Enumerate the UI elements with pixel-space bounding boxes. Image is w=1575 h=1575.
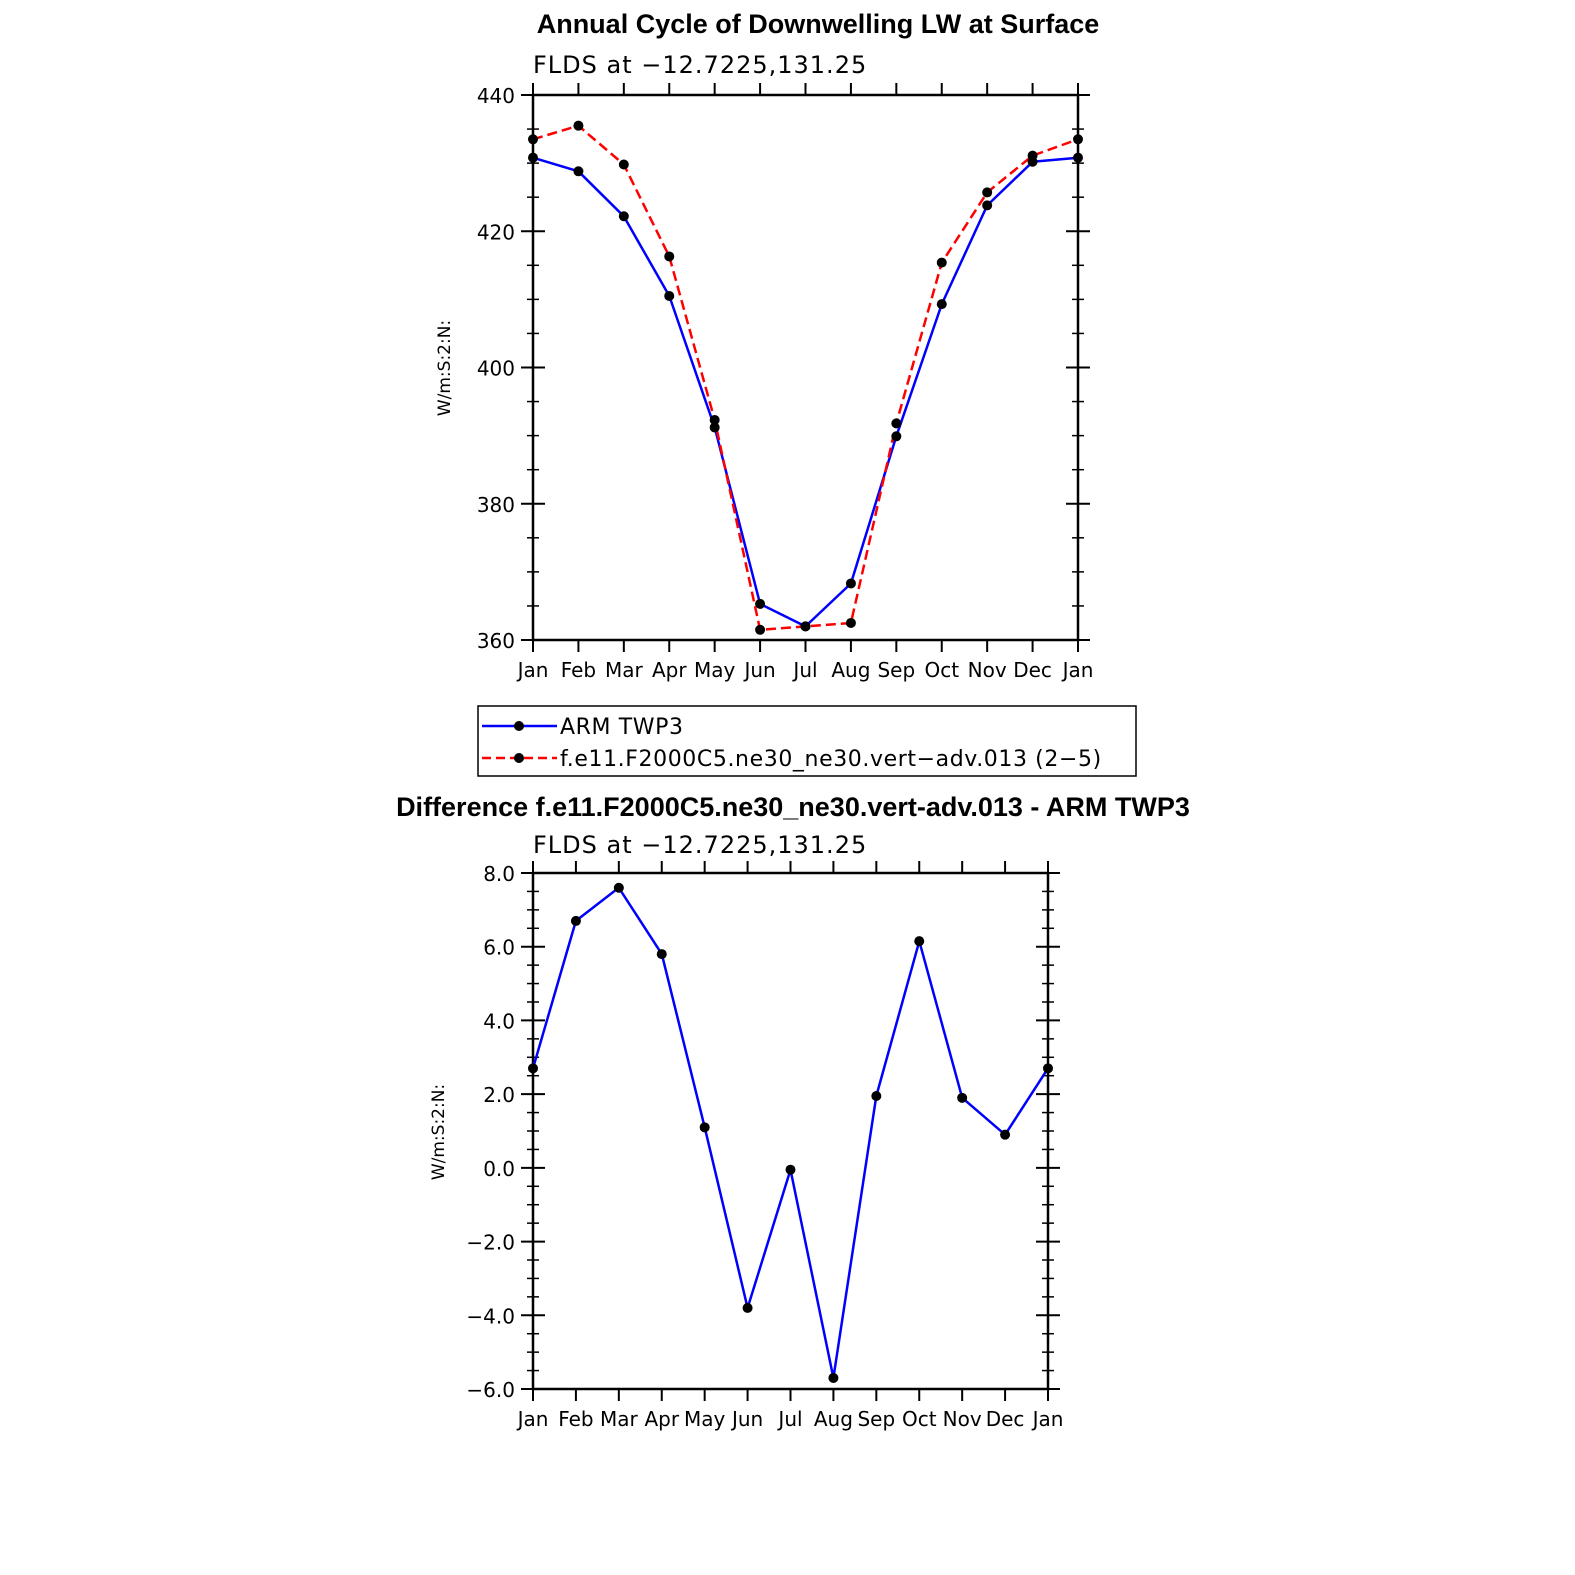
data-point-s1-12 bbox=[1073, 134, 1083, 145]
data-point-s0-7 bbox=[828, 1372, 839, 1383]
top-chart-title: Annual Cycle of Downwelling LW at Surfac… bbox=[537, 9, 1100, 39]
legend-label-model: f.e11.F2000C5.ne30_ne30.vert−adv.013 (2−… bbox=[560, 747, 1102, 772]
x-tick-label: Dec bbox=[1013, 658, 1052, 682]
x-tick-label: May bbox=[684, 1407, 726, 1431]
y-tick-label: 380 bbox=[477, 493, 515, 517]
top-chart-subtitle: FLDS at −12.7225,131.25 bbox=[533, 51, 867, 79]
legend-label-arm: ARM TWP3 bbox=[560, 715, 684, 740]
data-point-s0-1 bbox=[573, 166, 584, 177]
x-tick-label: Jul bbox=[776, 1407, 802, 1431]
data-point-s1-7 bbox=[845, 617, 856, 628]
data-point-s1-11 bbox=[1027, 150, 1038, 161]
y-tick-label: −2.0 bbox=[466, 1231, 515, 1255]
bottom-chart-subtitle: FLDS at −12.7225,131.25 bbox=[533, 831, 867, 859]
x-tick-label: Feb bbox=[558, 1407, 593, 1431]
x-tick-label: Apr bbox=[652, 658, 687, 682]
data-point-s0-8 bbox=[871, 1090, 882, 1101]
data-point-s0-8 bbox=[891, 431, 902, 442]
x-tick-label: Aug bbox=[814, 1407, 853, 1431]
x-tick-label: Nov bbox=[968, 658, 1007, 682]
x-tick-label: Oct bbox=[924, 658, 959, 682]
legend-marker-model bbox=[514, 753, 524, 763]
y-tick-label: 400 bbox=[477, 357, 515, 381]
data-point-s1-4 bbox=[709, 414, 720, 425]
x-tick-label: Jan bbox=[516, 1407, 549, 1431]
y-tick-label: 2.0 bbox=[483, 1083, 515, 1107]
data-point-s0-1 bbox=[570, 915, 581, 926]
x-tick-label: Jun bbox=[730, 1407, 763, 1431]
y-tick-label: 420 bbox=[477, 220, 515, 244]
data-point-s0-4 bbox=[709, 422, 720, 433]
x-tick-label: Oct bbox=[902, 1407, 937, 1431]
data-point-s0-12 bbox=[1043, 1063, 1053, 1074]
x-tick-label: May bbox=[694, 658, 736, 682]
y-tick-label: 0.0 bbox=[483, 1157, 515, 1181]
series-line-0 bbox=[531, 886, 1050, 1380]
data-point-s1-2 bbox=[618, 159, 629, 170]
data-point-s0-5 bbox=[742, 1302, 753, 1313]
data-point-s1-10 bbox=[982, 187, 993, 198]
data-point-s0-10 bbox=[957, 1092, 968, 1103]
x-tick-label: Feb bbox=[561, 658, 596, 682]
data-point-s1-1 bbox=[573, 120, 584, 131]
x-tick-label: Jan bbox=[1061, 658, 1094, 682]
bottom-plot-area: Jan Feb Mar Apr May Jun Jul Aug Sep Oct Nov Dec Jan−… bbox=[466, 861, 1063, 1431]
x-tick-label: Jan bbox=[516, 658, 549, 682]
series-line-1 bbox=[532, 124, 1079, 632]
data-point-s0-0 bbox=[528, 1063, 538, 1074]
data-point-s1-9 bbox=[936, 257, 947, 268]
y-tick-label: 4.0 bbox=[483, 1009, 515, 1033]
data-point-s0-4 bbox=[699, 1122, 710, 1133]
plot-frame bbox=[531, 871, 1050, 1391]
data-point-s0-11 bbox=[1000, 1129, 1011, 1140]
data-point-s0-6 bbox=[785, 1164, 796, 1175]
data-point-s0-2 bbox=[613, 882, 624, 893]
data-point-s0-0 bbox=[528, 152, 538, 163]
data-point-s1-6 bbox=[800, 621, 811, 632]
data-point-s0-2 bbox=[618, 211, 629, 222]
legend: ARM TWP3 f.e11.F2000C5.ne30_ne30.vert−ad… bbox=[477, 705, 1137, 777]
data-point-s1-0 bbox=[528, 134, 538, 145]
plot-frame bbox=[531, 93, 1080, 642]
data-point-s0-3 bbox=[656, 949, 667, 960]
data-point-s0-7 bbox=[845, 578, 856, 589]
x-tick-label: Mar bbox=[605, 658, 644, 682]
x-tick-label: Apr bbox=[644, 1407, 679, 1431]
y-tick-label: −6.0 bbox=[466, 1378, 515, 1402]
data-point-s1-5 bbox=[755, 624, 766, 635]
x-tick-label: Nov bbox=[943, 1407, 982, 1431]
data-point-s0-5 bbox=[755, 598, 766, 609]
series-line-0 bbox=[532, 156, 1079, 628]
y-tick-label: 360 bbox=[477, 629, 515, 653]
y-tick-label: 440 bbox=[477, 84, 515, 108]
x-tick-label: Sep bbox=[877, 658, 915, 682]
y-tick-label: 6.0 bbox=[483, 936, 515, 960]
bottom-chart-title: Difference f.e11.F2000C5.ne30_ne30.vert-… bbox=[396, 792, 1190, 822]
x-tick-label: Jan bbox=[1031, 1407, 1064, 1431]
data-point-s0-9 bbox=[936, 299, 947, 310]
top-y-axis-label: W/m:S:2:N: bbox=[435, 320, 455, 416]
bottom-y-axis-label: W/m:S:2:N: bbox=[429, 1084, 449, 1180]
x-tick-label: Sep bbox=[857, 1407, 895, 1431]
legend-marker-arm bbox=[514, 721, 524, 731]
y-tick-label: 8.0 bbox=[483, 862, 515, 886]
y-tick-label: −4.0 bbox=[466, 1304, 515, 1328]
top-plot-area: Jan Feb Mar Apr May Jun Jul Aug Sep Oct Nov Dec Jan3… bbox=[477, 83, 1094, 682]
data-point-s0-10 bbox=[982, 200, 993, 211]
x-tick-label: Dec bbox=[986, 1407, 1025, 1431]
x-tick-label: Jun bbox=[742, 658, 775, 682]
x-tick-label: Aug bbox=[831, 658, 870, 682]
data-point-s1-3 bbox=[664, 251, 675, 262]
legend-box bbox=[477, 705, 1137, 777]
data-point-s0-9 bbox=[914, 936, 925, 947]
data-point-s0-3 bbox=[664, 290, 675, 301]
x-tick-label: Jul bbox=[791, 658, 817, 682]
x-tick-label: Mar bbox=[600, 1407, 639, 1431]
data-point-s0-12 bbox=[1073, 152, 1083, 163]
data-point-s1-8 bbox=[891, 418, 902, 429]
